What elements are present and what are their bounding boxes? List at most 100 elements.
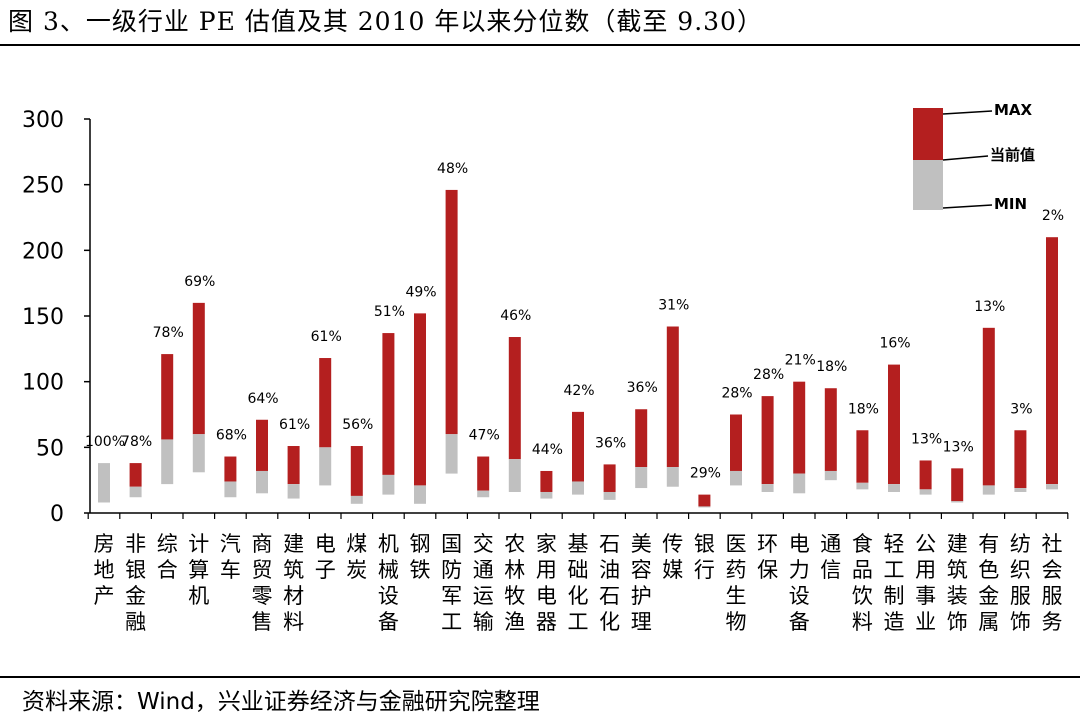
- percentile-label: 61%: [279, 417, 310, 433]
- y-tick-label: 50: [36, 436, 64, 461]
- bar-max-segment: [761, 396, 774, 485]
- bar-min-segment: [350, 495, 363, 504]
- category-label-char: 电: [315, 532, 336, 556]
- category-label-char: 家: [536, 532, 557, 556]
- category-label-char: 轻: [884, 532, 905, 556]
- percentile-label: 48%: [437, 161, 468, 177]
- category-label-char: 媒: [662, 558, 683, 582]
- bar-min-segment: [129, 486, 142, 498]
- bar-min-segment: [635, 467, 648, 489]
- category-label-char: 算: [188, 558, 209, 582]
- bar-max-segment: [319, 358, 332, 448]
- category-label-char: 饮: [852, 584, 873, 608]
- bar-min-segment: [192, 434, 205, 473]
- category-label-char: 油: [599, 558, 620, 582]
- category-label-char: 备: [378, 610, 399, 634]
- bar-max-segment: [824, 388, 837, 471]
- category-label-char: 容: [631, 558, 652, 582]
- category-label-char: 工: [568, 610, 589, 634]
- category-label-char: 务: [1042, 610, 1063, 634]
- bar-max-segment: [287, 446, 300, 485]
- bar-max-segment: [1046, 237, 1058, 485]
- category-label-char: 基: [568, 532, 589, 556]
- bar-min-segment: [603, 491, 616, 500]
- category-label-char: 车: [220, 558, 241, 582]
- category-label-char: 有: [978, 532, 999, 556]
- category-label-char: 医: [726, 532, 747, 556]
- bar-min-segment: [319, 447, 332, 486]
- category-label-char: 设: [789, 584, 810, 608]
- bar-min-segment: [98, 463, 110, 503]
- category-label-char: 通: [820, 532, 841, 556]
- bar-min-segment: [761, 484, 774, 492]
- legend-min-swatch: [913, 160, 943, 210]
- category-label-char: 渔: [504, 610, 525, 634]
- category-labels: 房地产非银金融综合计算机汽车商贸零售建筑材料电子煤炭机械设备钢铁国防军工交通运输…: [94, 532, 1063, 634]
- category-label-char: 房: [94, 532, 115, 556]
- percentile-label: 49%: [405, 284, 436, 300]
- category-label-char: 化: [568, 584, 589, 608]
- bar-max-segment: [477, 456, 490, 491]
- category-label-char: 料: [852, 610, 873, 634]
- category-label-char: 材: [283, 584, 304, 608]
- bar-min-segment: [414, 485, 426, 504]
- y-tick-label: 300: [22, 108, 64, 133]
- bar-max-segment: [951, 468, 964, 502]
- category-label-char: 建: [947, 532, 968, 556]
- bar-max-segment: [224, 456, 237, 482]
- legend-current-leader: [942, 155, 989, 161]
- bar-max-segment: [129, 463, 142, 487]
- chart-bars: [98, 189, 1058, 508]
- bar-min-segment: [856, 482, 869, 490]
- percentile-label: 28%: [721, 386, 752, 402]
- percentile-label: 18%: [816, 359, 847, 375]
- bar-min-segment: [508, 459, 521, 492]
- percentile-label: 78%: [121, 434, 152, 450]
- category-label-char: 石: [599, 584, 620, 608]
- category-label-char: 林: [504, 558, 525, 582]
- category-label-char: 售: [252, 610, 273, 634]
- y-tick-label: 250: [22, 174, 64, 199]
- category-label-char: 环: [757, 532, 778, 556]
- percentile-label: 46%: [500, 308, 531, 324]
- category-label-char: 会: [1042, 558, 1063, 582]
- bar-max-segment: [161, 354, 174, 440]
- category-label-char: 础: [568, 558, 589, 582]
- percentile-label: 16%: [879, 336, 910, 352]
- percentile-labels: 100%78%78%69%68%64%61%61%56%51%49%48%47%…: [85, 161, 1064, 482]
- bar-max-segment: [414, 313, 426, 486]
- bar-max-segment: [508, 337, 521, 460]
- category-label-char: 炭: [346, 558, 367, 582]
- percentile-label: 51%: [374, 304, 405, 320]
- bar-max-segment: [919, 460, 932, 490]
- category-label-char: 电: [536, 584, 557, 608]
- bar-max-segment: [888, 364, 900, 485]
- category-label-char: 交: [473, 532, 494, 556]
- bar-min-segment: [698, 506, 711, 508]
- category-label-char: 工: [441, 610, 462, 634]
- percentile-label: 2%: [1042, 208, 1064, 224]
- bar-min-segment: [256, 470, 268, 494]
- y-tick-label: 0: [50, 502, 64, 527]
- percentile-label: 69%: [184, 274, 215, 290]
- bar-min-segment: [1014, 488, 1027, 492]
- y-tick-label: 150: [22, 305, 64, 330]
- category-label-char: 事: [915, 584, 936, 608]
- source-note: 资料来源：Wind，兴业证券经济与金融研究院整理: [22, 689, 540, 715]
- bar-min-segment: [1046, 484, 1058, 490]
- bar-min-segment: [540, 491, 553, 499]
- bar-max-segment: [256, 419, 268, 471]
- bar-max-segment: [666, 326, 679, 468]
- bar-max-segment: [382, 333, 395, 475]
- bar-min-segment: [224, 481, 237, 498]
- bar-min-segment: [666, 467, 679, 487]
- category-label-char: 料: [283, 610, 304, 634]
- chart-title: 图 3、一级行业 PE 估值及其 2010 年以来分位数（截至 9.30）: [8, 7, 763, 36]
- chart-legend: MAX 当前值 MIN: [913, 101, 1035, 213]
- percentile-label: 13%: [974, 299, 1005, 315]
- category-label-char: 器: [536, 610, 557, 634]
- chart-axes: 0 50 100 150 200 250 300: [22, 108, 1069, 527]
- category-label-char: 药: [726, 558, 747, 582]
- bar-min-segment: [477, 490, 490, 498]
- percentile-label: 36%: [595, 435, 626, 451]
